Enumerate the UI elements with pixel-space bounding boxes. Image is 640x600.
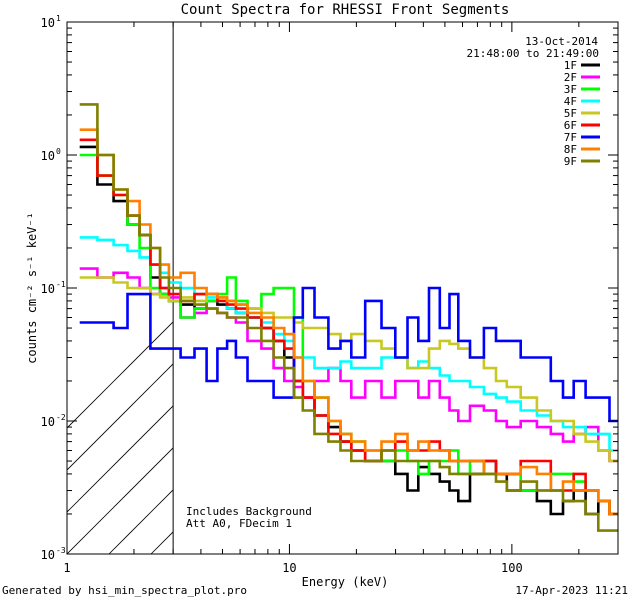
y-tick-label: 10 — [41, 415, 55, 429]
date-label: 13-Oct-2014 — [525, 35, 598, 48]
y-tick-exponent: -2 — [56, 413, 66, 422]
hatch-line — [445, 0, 640, 554]
excluded-energy-hatch — [67, 0, 640, 554]
hatch-line — [67, 405, 174, 513]
hatch-line — [235, 0, 640, 554]
y-tick-exponent: 0 — [56, 147, 61, 156]
legend-label: 5F — [564, 107, 577, 120]
axis-ticks — [66, 21, 619, 555]
hatch-line — [108, 489, 174, 554]
x-tick-labels: 1 10 100 — [63, 561, 522, 575]
y-tick-label: 10 — [41, 548, 55, 562]
legend-label: 9F — [564, 155, 577, 168]
hatch-line — [613, 0, 640, 554]
y-tick-label: 10 — [41, 282, 55, 296]
chart-title: Count Spectra for RHESSI Front Segments — [181, 2, 510, 18]
y-tick-label: 10 — [41, 16, 55, 30]
hatch-line — [571, 0, 640, 554]
hatch-line — [67, 447, 174, 554]
footer-timestamp: 17-Apr-2023 11:21 — [515, 584, 628, 597]
time-range-label: 21:48:00 to 21:49:00 — [467, 47, 599, 60]
legend-label: 2F — [564, 71, 577, 84]
series-2f — [79, 267, 618, 463]
legend-label: 7F — [564, 131, 577, 144]
series-lines — [79, 103, 618, 532]
x-tick-label: 1 — [63, 561, 70, 575]
y-tick-label: 10 — [41, 149, 55, 163]
y-tick-exponent: -3 — [56, 546, 66, 555]
x-tick-label: 100 — [501, 561, 523, 575]
legend-label: 3F — [564, 83, 577, 96]
hatch-line — [529, 0, 640, 554]
hatch-line — [319, 0, 640, 554]
series-7f — [79, 286, 618, 423]
series-1f — [79, 145, 618, 516]
hatch-line — [67, 321, 174, 429]
legend-label: 6F — [564, 119, 577, 132]
hatch-line — [361, 0, 640, 554]
series-9f — [79, 103, 618, 532]
x-tick-label: 10 — [282, 561, 296, 575]
legend-label: 4F — [564, 95, 577, 108]
footer-generator: Generated by hsi_min_spectra_plot.pro — [2, 584, 247, 597]
x-axis-label: Energy (keV) — [302, 575, 389, 589]
y-tick-exponent: 1 — [56, 14, 61, 23]
legend-label: 1F — [564, 59, 577, 72]
y-axis-label: counts cm⁻² s⁻¹ keV⁻¹ — [25, 212, 39, 364]
series-6f — [79, 138, 618, 516]
legend-label: 8F — [564, 143, 577, 156]
annotation-background: Includes Background — [186, 505, 312, 518]
hatch-line — [67, 363, 174, 471]
series-8f — [79, 128, 618, 516]
annotation-attenuator: Att A0, FDecim 1 — [186, 517, 292, 530]
y-tick-exponent: -1 — [56, 280, 66, 289]
